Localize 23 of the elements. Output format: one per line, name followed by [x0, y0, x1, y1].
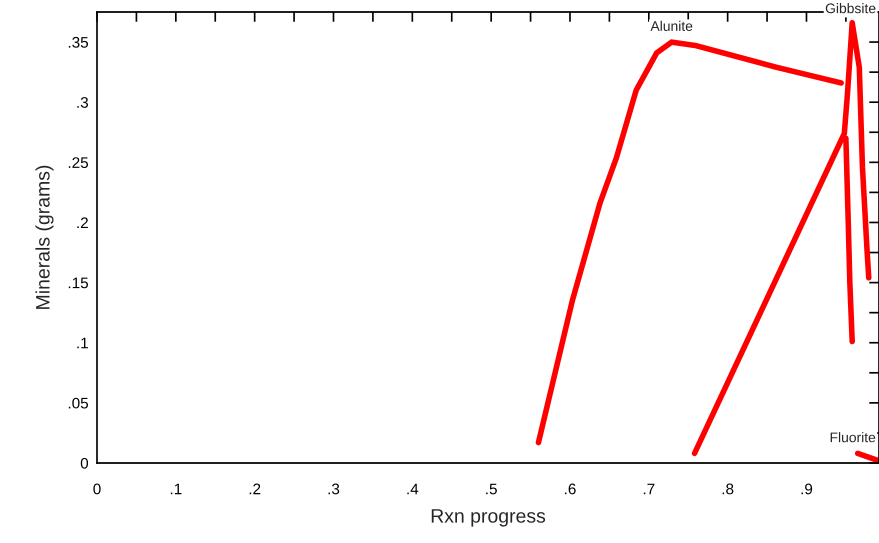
x-tick-label: .9	[802, 484, 812, 494]
y-tick-label: .3	[77, 97, 88, 108]
y-tick-label: .35	[68, 36, 88, 48]
x-tick-label: .7	[644, 484, 654, 494]
y-tick-label: .2	[77, 217, 88, 228]
y-tick-label: .25	[68, 157, 88, 168]
x-tick-label: .2	[250, 484, 260, 494]
annotation: Gibbsite	[826, 3, 876, 14]
y-tick-label: .15	[68, 278, 88, 288]
x-tick-label: 0	[93, 484, 101, 494]
y-tick-label: 0	[80, 458, 88, 469]
x-tick-label: .8	[722, 484, 734, 494]
annotation: Alunite	[650, 20, 692, 31]
annotation: Fluorite	[830, 432, 876, 442]
x-axis-title: Rxn progress	[432, 509, 546, 527]
y-tick-label: .05	[68, 398, 88, 409]
x-tick-label: .6	[565, 484, 576, 494]
x-tick-label: .1	[170, 484, 182, 494]
y-axis-title: Minerals (grams)	[35, 166, 54, 309]
y-tick-label: .1	[77, 338, 88, 348]
x-tick-label: .4	[407, 484, 418, 494]
x-tick-label: .3	[328, 484, 340, 494]
x-tick-label: .5	[486, 484, 497, 494]
